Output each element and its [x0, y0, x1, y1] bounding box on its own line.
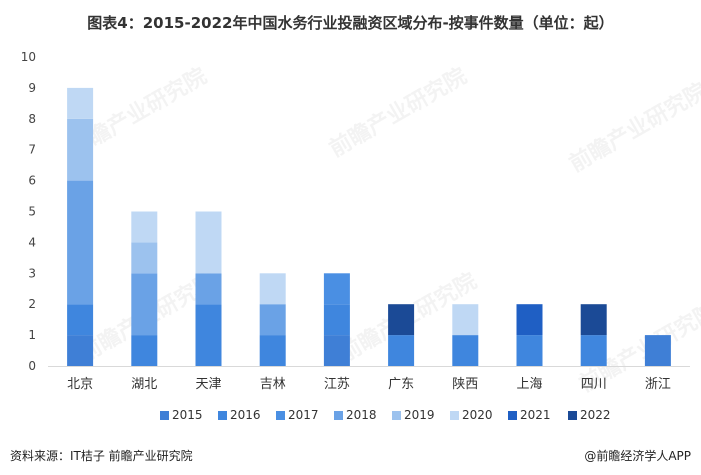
legend-swatch — [334, 411, 343, 420]
legend-swatch — [218, 411, 227, 420]
bar-segment — [67, 118, 94, 181]
bar-segment — [388, 304, 415, 336]
legend-label: 2022 — [580, 408, 611, 422]
legend-swatch — [568, 411, 577, 420]
bar-segment — [323, 335, 350, 366]
x-tick-label: 广东 — [388, 377, 414, 392]
legend-label: 2021 — [520, 408, 551, 422]
bar-segment — [195, 304, 222, 366]
bar-segment — [259, 304, 286, 336]
legend-swatch — [508, 411, 517, 420]
bar-segment — [452, 335, 479, 366]
bar-segment — [388, 335, 415, 366]
bar-segment — [67, 87, 94, 119]
y-tick-label: 3 — [28, 266, 36, 280]
source-note: 资料来源：IT桔子 前瞻产业研究院 — [10, 449, 193, 463]
x-tick-label: 湖北 — [131, 377, 157, 392]
bar-segment — [195, 211, 222, 274]
bar-segment — [580, 304, 607, 336]
y-axis: 0 1 2 3 4 5 6 7 8 9 10 — [21, 50, 36, 373]
legend-label: 2016 — [230, 408, 261, 422]
legend-swatch — [276, 411, 285, 420]
bar-segment — [131, 335, 158, 366]
y-tick-label: 7 — [28, 143, 36, 157]
bar-segment — [644, 335, 671, 366]
y-tick-label: 6 — [28, 174, 36, 188]
x-tick-label: 江苏 — [324, 376, 350, 392]
bars — [67, 87, 671, 366]
bar-segment — [516, 304, 543, 336]
y-tick-label: 1 — [28, 328, 36, 342]
bar-segment — [67, 180, 94, 305]
bar-segment — [131, 273, 158, 336]
legend-swatch — [392, 411, 401, 420]
y-tick-label: 8 — [28, 112, 36, 126]
legend-label: 2017 — [288, 408, 319, 422]
x-axis: 北京 湖北 天津 吉林 江苏 广东 陕西 上海 四川 浙江 — [48, 366, 690, 392]
y-tick-label: 4 — [28, 235, 36, 249]
legend-swatch — [450, 411, 459, 420]
bar-segment — [67, 304, 94, 336]
y-tick-label: 5 — [28, 205, 36, 219]
legend-label: 2020 — [462, 408, 493, 422]
bar-segment — [516, 335, 543, 366]
y-tick-label: 10 — [21, 50, 36, 64]
x-tick-label: 天津 — [195, 377, 221, 392]
bar-segment — [259, 273, 286, 305]
bar-segment — [67, 335, 94, 366]
bar-segment — [131, 242, 158, 274]
bar-segment — [195, 273, 222, 305]
x-tick-label: 四川 — [581, 377, 607, 392]
bar-segment — [323, 304, 350, 336]
legend-label: 2015 — [172, 408, 203, 422]
x-tick-label: 上海 — [516, 377, 542, 392]
x-tick-label: 北京 — [67, 377, 93, 392]
credit-note: @前瞻经济学人APP — [584, 449, 691, 463]
bar-segment — [323, 273, 350, 305]
y-tick-label: 0 — [28, 359, 36, 373]
x-tick-label: 陕西 — [452, 377, 478, 392]
legend-label: 2018 — [346, 408, 377, 422]
legend-swatch — [160, 411, 169, 420]
bar-segment — [259, 335, 286, 366]
chart-title: 图表4：2015-2022年中国水务行业投融资区域分布-按事件数量（单位：起） — [87, 14, 614, 32]
bar-segment — [452, 304, 479, 336]
x-tick-label: 吉林 — [260, 377, 286, 392]
legend: 2015 2016 2017 2018 2019 2020 2021 2022 — [160, 408, 611, 422]
bar-segment — [580, 335, 607, 366]
x-tick-label: 浙江 — [645, 377, 671, 392]
y-tick-label: 2 — [28, 297, 36, 311]
bar-segment — [131, 211, 158, 243]
legend-label: 2019 — [404, 408, 435, 422]
y-tick-label: 9 — [28, 81, 36, 95]
